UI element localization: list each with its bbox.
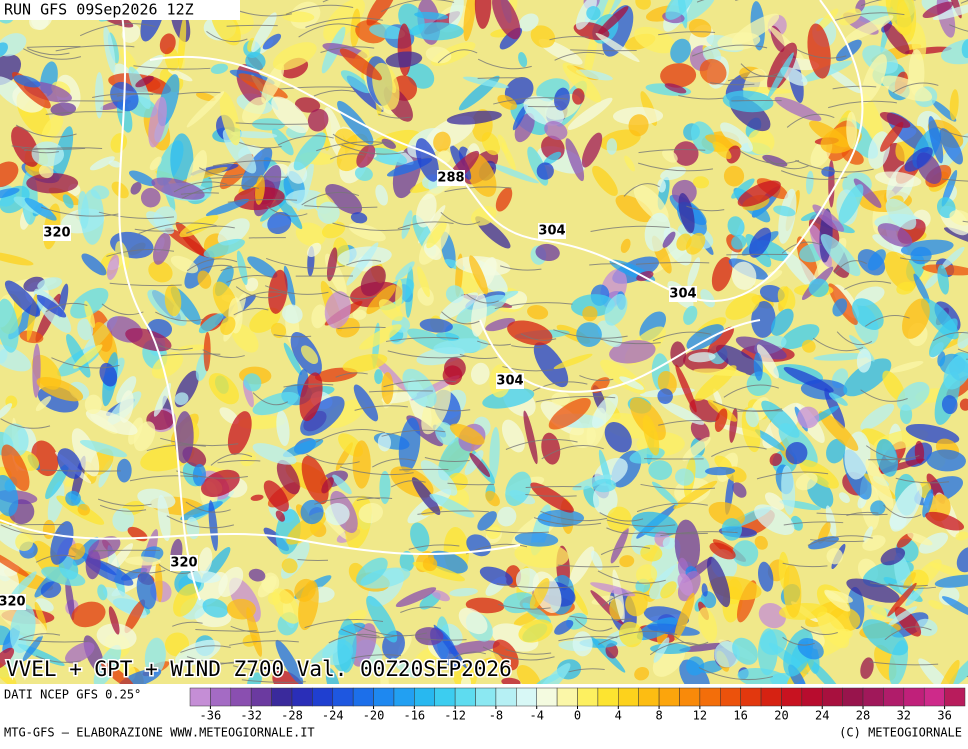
colorbar-box (516, 688, 536, 706)
vvel-blob (382, 372, 394, 404)
colorbar-tick-label: 8 (655, 709, 662, 723)
colorbar-box (659, 688, 679, 706)
colorbar-tick-label: -16 (403, 709, 425, 723)
colorbar-box (251, 688, 271, 706)
colorbar-box (476, 688, 496, 706)
contour-label: 304 (538, 224, 565, 239)
vvel-blob (410, 22, 463, 40)
colorbar-box (781, 688, 801, 706)
colorbar-box (945, 688, 965, 706)
colorbar-tick-label: -24 (322, 709, 344, 723)
colorbar-box (333, 688, 353, 706)
colorbar-tick-label: -20 (363, 709, 385, 723)
colorbar-box (924, 688, 944, 706)
vvel-blob (576, 322, 602, 347)
vvel-blob (379, 471, 390, 504)
colorbar-tick-label: -28 (281, 709, 303, 723)
colorbar-box (883, 688, 903, 706)
vvel-blob (353, 440, 371, 488)
run-title: RUN GFS 09Sep2026 12Z (4, 1, 194, 19)
colorbar-tick-label: -8 (489, 709, 503, 723)
colorbar-box (639, 688, 659, 706)
colorbar-box (720, 688, 740, 706)
colorbar-tick-label: -12 (444, 709, 466, 723)
colorbar-box (272, 688, 292, 706)
colorbar-box (292, 688, 312, 706)
colorbar-box (496, 688, 516, 706)
colorbar-box (537, 688, 557, 706)
contour-label: 288 (437, 171, 464, 186)
contour-label: 304 (496, 374, 523, 389)
colorbar-box (578, 688, 598, 706)
colorbar-box (435, 688, 455, 706)
footer-left: MTG-GFS — ELABORAZIONE WWW.METEOGIORNALE… (4, 726, 315, 740)
vvel-blob (81, 189, 104, 244)
colorbar-box (210, 688, 230, 706)
colorbar-tick-label: 16 (733, 709, 747, 723)
contour-label: 304 (669, 287, 696, 302)
contour-label: 320 (43, 226, 70, 241)
colorbar-box (414, 688, 434, 706)
colorbar-tick-label: -36 (200, 709, 222, 723)
colorbar-tick-label: 20 (774, 709, 788, 723)
colorbar-tick-label: 24 (815, 709, 829, 723)
contour-label: 320 (0, 595, 26, 610)
vvel-blob (573, 631, 593, 656)
colorbar-box (455, 688, 475, 706)
colorbar-box (843, 688, 863, 706)
colorbar-box (741, 688, 761, 706)
colorbar-tick-label: -4 (529, 709, 543, 723)
vvel-blob (26, 173, 78, 193)
colorbar-box (374, 688, 394, 706)
colorbar-box (618, 688, 638, 706)
colorbar-box (822, 688, 842, 706)
colorbar-box (557, 688, 577, 706)
colorbar-box (863, 688, 883, 706)
colorbar-box (802, 688, 822, 706)
colorbar-box (679, 688, 699, 706)
colorbar-tick-label: 12 (693, 709, 707, 723)
colorbar-box (312, 688, 332, 706)
colorbar-tick-label: 4 (615, 709, 622, 723)
map-caption: VVEL + GPT + WIND Z700 Val. 00Z20SEP2026 (6, 657, 512, 681)
colorbar-box (353, 688, 373, 706)
colorbar-tick-label: 0 (574, 709, 581, 723)
vvel-blob (374, 369, 383, 384)
legend-source: DATI NCEP GFS 0.25° (4, 688, 141, 702)
colorbar-tick-label: 28 (856, 709, 870, 723)
colorbar-box (904, 688, 924, 706)
colorbar-tick-label: 36 (937, 709, 951, 723)
colorbar-box (761, 688, 781, 706)
colorbar-tick-label: -32 (240, 709, 262, 723)
colorbar-box (394, 688, 414, 706)
colorbar-box (700, 688, 720, 706)
colorbar-box (231, 688, 251, 706)
streamline (726, 254, 788, 255)
colorbar-box (598, 688, 618, 706)
streamline (478, 78, 524, 79)
colorbar-box (190, 688, 210, 706)
colorbar-tick-label: 32 (897, 709, 911, 723)
footer-right: (C) METEOGIORNALE (839, 726, 962, 740)
contour-label: 320 (170, 556, 197, 571)
